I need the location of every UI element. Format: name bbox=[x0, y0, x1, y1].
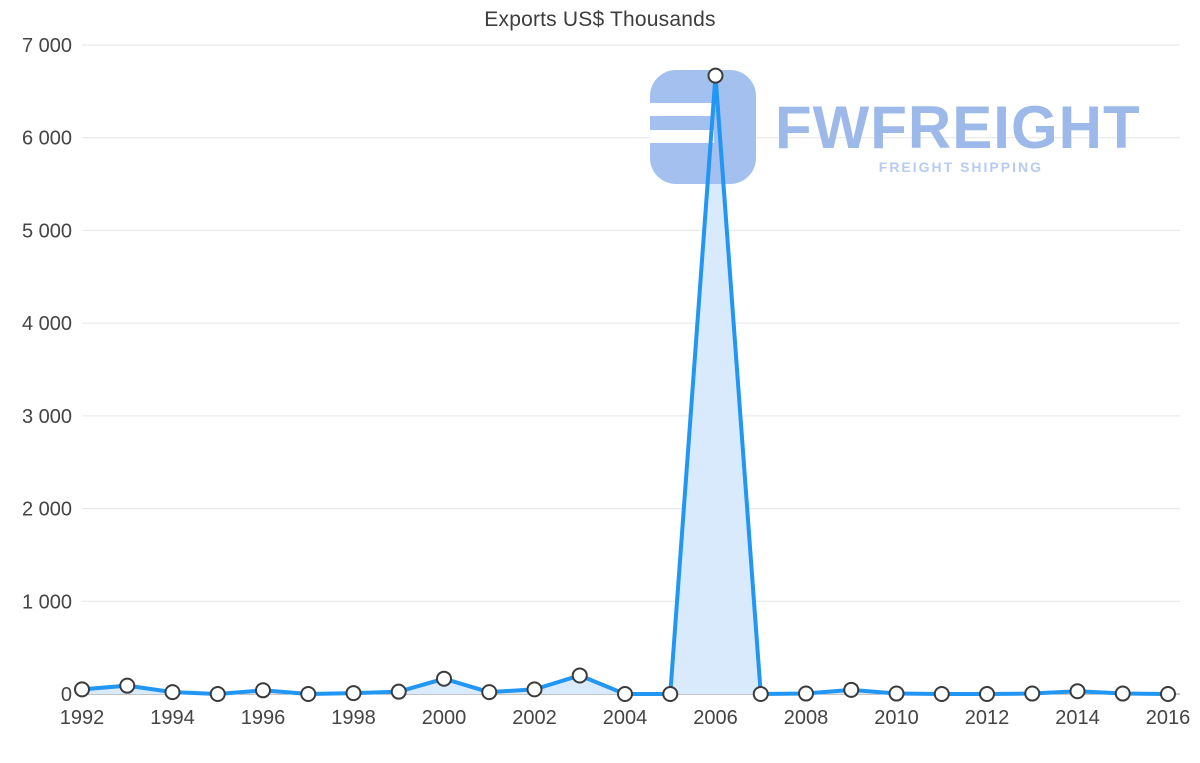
x-axis-label: 1996 bbox=[241, 707, 286, 729]
data-point-marker[interactable] bbox=[707, 67, 724, 84]
data-point-marker[interactable] bbox=[164, 684, 181, 701]
x-axis-label: 2004 bbox=[603, 707, 648, 729]
data-point-marker[interactable] bbox=[1024, 685, 1041, 702]
data-point-marker[interactable] bbox=[300, 686, 317, 702]
watermark-logo-cut bbox=[650, 130, 714, 143]
x-axis-label: 1992 bbox=[60, 707, 105, 729]
data-point-marker[interactable] bbox=[1114, 685, 1131, 702]
chart-title: Exports US$ Thousands bbox=[484, 8, 716, 31]
x-axis-label: 1994 bbox=[150, 707, 195, 729]
data-point-marker[interactable] bbox=[1069, 683, 1086, 700]
data-point-marker[interactable] bbox=[979, 686, 995, 702]
y-axis-label: 5 000 bbox=[22, 220, 72, 242]
watermark-logo bbox=[650, 70, 756, 184]
y-axis-label: 6 000 bbox=[22, 128, 72, 150]
data-point-marker[interactable] bbox=[436, 670, 452, 687]
data-point-marker[interactable] bbox=[345, 685, 362, 702]
x-axis-label: 2008 bbox=[784, 707, 829, 729]
x-axis-label: 1998 bbox=[331, 707, 376, 729]
y-axis-label: 4 000 bbox=[22, 313, 72, 335]
data-point-marker[interactable] bbox=[119, 677, 136, 694]
y-axis-labels: 0 1 000 2 000 3 000 4 000 5 000 6 000 7 000 bbox=[22, 35, 72, 706]
y-axis-label: 1 000 bbox=[22, 591, 72, 613]
x-axis-label: 2000 bbox=[422, 707, 467, 729]
y-axis-label: 2 000 bbox=[22, 499, 72, 521]
data-point-marker[interactable] bbox=[209, 686, 226, 702]
watermark-tagline: FREIGHT SHIPPING bbox=[879, 159, 1043, 175]
data-point-marker[interactable] bbox=[933, 686, 950, 702]
watermark-logo-cut bbox=[650, 103, 714, 116]
data-point-marker[interactable] bbox=[752, 686, 769, 702]
y-axis-label: 7 000 bbox=[22, 35, 72, 57]
data-point-marker[interactable] bbox=[843, 681, 860, 698]
data-point-marker[interactable] bbox=[481, 684, 498, 701]
data-points bbox=[74, 67, 1176, 702]
x-axis-label: 2010 bbox=[874, 707, 919, 729]
data-point-marker[interactable] bbox=[255, 682, 271, 699]
y-axis-label: 3 000 bbox=[22, 406, 72, 428]
y-axis-label: 0 bbox=[61, 684, 72, 706]
data-point-marker[interactable] bbox=[571, 667, 588, 684]
x-axis-label: 2014 bbox=[1055, 707, 1100, 729]
watermark-brand: FWFREIGHT bbox=[775, 94, 1141, 161]
x-axis-label: 2002 bbox=[512, 707, 557, 729]
data-point-marker[interactable] bbox=[888, 685, 905, 702]
data-point-marker[interactable] bbox=[74, 681, 90, 698]
data-point-marker[interactable] bbox=[390, 683, 407, 700]
x-axis-labels: 1992 1994 1996 1998 2000 2002 2004 2006 2008 2010… bbox=[60, 707, 1191, 729]
x-axis-label: 2012 bbox=[965, 707, 1010, 729]
data-point-marker[interactable] bbox=[526, 681, 543, 698]
x-axis-label: 2016 bbox=[1146, 707, 1191, 729]
x-axis-label: 2006 bbox=[693, 707, 738, 729]
data-point-marker[interactable] bbox=[617, 686, 633, 702]
data-point-marker[interactable] bbox=[1160, 686, 1176, 702]
data-point-marker[interactable] bbox=[798, 685, 814, 702]
data-point-marker[interactable] bbox=[662, 686, 679, 702]
